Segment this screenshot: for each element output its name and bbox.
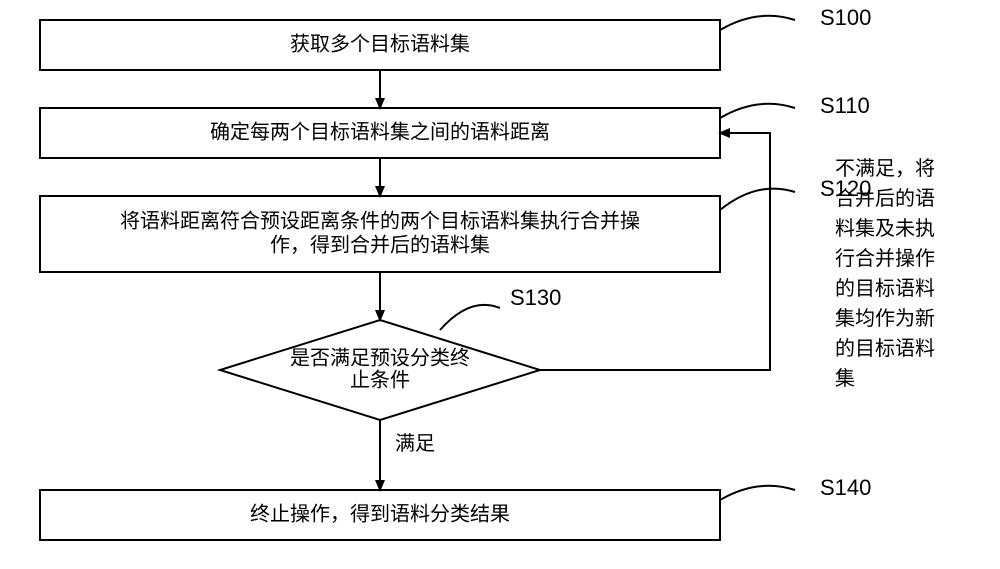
yes-label: 满足 xyxy=(395,432,435,455)
leader-s120 xyxy=(720,189,795,210)
side-note-line: 集均作为新 xyxy=(835,307,935,330)
label-s140: S140 xyxy=(820,475,871,500)
label-s130: S130 xyxy=(510,285,561,310)
side-note-line: 的目标语料 xyxy=(835,337,935,360)
step-s100-text: 获取多个目标语料集 xyxy=(290,32,470,55)
leader-s140 xyxy=(720,486,795,500)
step-s140-text: 终止操作，得到语料分类结果 xyxy=(250,502,510,525)
side-note-line: 集 xyxy=(835,367,855,390)
side-note-line: 合并后的语 xyxy=(835,187,935,210)
label-s100: S100 xyxy=(820,5,871,30)
leader-s110 xyxy=(720,104,795,118)
side-note-line: 行合并操作 xyxy=(835,247,935,270)
decision-s130-text: 止条件 xyxy=(350,368,410,391)
flowchart: 获取多个目标语料集 S100 确定每两个目标语料集之间的语料距离 S110 将语料距离符… xyxy=(0,0,1000,569)
decision-s130-text: 是否满足预设分类终 xyxy=(290,346,470,369)
leader-s130 xyxy=(440,305,500,330)
step-s120-text: 将语料距离符合预设距离条件的两个目标语料集执行合并操 xyxy=(120,209,640,232)
step-s120-text: 作，得到合并后的语料集 xyxy=(270,233,490,256)
step-s110-text: 确定每两个目标语料集之间的语料距离 xyxy=(210,120,550,143)
side-note-line: 不满足，将 xyxy=(835,157,935,180)
label-s110: S110 xyxy=(820,93,870,118)
side-note-line: 料集及未执 xyxy=(835,217,935,240)
side-note-line: 的目标语料 xyxy=(835,277,935,300)
leader-s100 xyxy=(720,16,795,30)
